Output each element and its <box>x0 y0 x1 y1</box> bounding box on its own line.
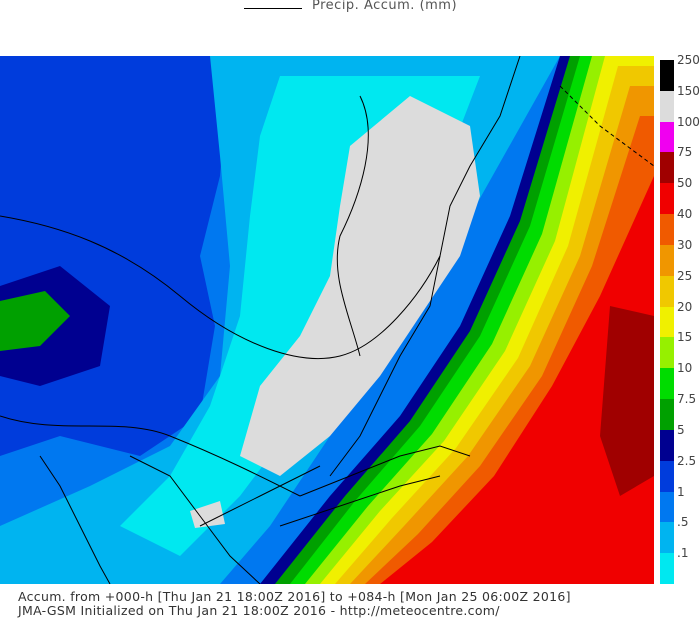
legend-label-20: 20 <box>677 299 693 314</box>
legend-swatch-30 <box>660 244 674 276</box>
map-field-75mm-patch <box>600 306 654 496</box>
legend-swatch-7.5 <box>660 399 674 430</box>
map-field-trace <box>240 96 480 476</box>
legend-label-.1: .1 <box>677 546 689 561</box>
legend-swatch-40 <box>660 214 674 245</box>
legend-swatch-25 <box>660 275 674 307</box>
map-offshore-boundary <box>559 85 654 167</box>
legend-label-150: 150 <box>677 83 700 98</box>
legend-swatch-100 <box>660 121 674 153</box>
legend-label-10: 10 <box>677 361 693 376</box>
legend-swatch-.5 <box>660 522 674 554</box>
map-field-50mm-band <box>380 176 654 584</box>
legend-swatch-5 <box>660 429 674 461</box>
legend-label-15: 15 <box>677 330 693 345</box>
legend-label-40: 40 <box>677 207 693 222</box>
map-canvas <box>0 56 654 584</box>
color-scale-legend: .1 .5 1 2.5 5 7.5 10 15 20 25 30 40 50 75 100 150 250 <box>660 53 700 584</box>
legend-label-1: 1 <box>677 484 685 499</box>
map-borders <box>0 56 521 584</box>
legend-label-30: 30 <box>677 237 693 252</box>
legend-label-50: 50 <box>677 176 693 191</box>
legend-swatch-1 <box>660 491 674 523</box>
chart-title: Precip. Accum. (mm) <box>244 0 544 18</box>
legend-label-75: 75 <box>677 145 693 160</box>
map-field-2.5mm-west <box>0 56 230 456</box>
legend-label-7.5: 7.5 <box>677 392 697 407</box>
legend-swatch-2.5 <box>660 460 674 492</box>
legend-line-sample <box>244 8 302 9</box>
chart-title-text: Precip. Accum. (mm) <box>312 0 458 13</box>
legend-label-100: 100 <box>677 114 700 129</box>
legend-swatch-.1 <box>660 553 674 584</box>
legend-swatch-250 <box>660 60 674 91</box>
legend-label-5: 5 <box>677 422 685 437</box>
legend-swatch-75 <box>660 152 674 184</box>
legend-label-25: 25 <box>677 268 693 283</box>
legend-swatch-20 <box>660 306 674 338</box>
precipitation-map <box>0 56 654 584</box>
legend-swatch-150 <box>660 90 674 122</box>
legend-label-2.5: 2.5 <box>677 453 697 468</box>
legend-swatch-50 <box>660 183 674 215</box>
map-field-trace-patch <box>190 501 225 528</box>
legend-label-.5: .5 <box>677 515 689 530</box>
map-field-7.5mm-west <box>0 291 70 351</box>
footer-accumulation-period: Accum. from +000-h [Thu Jan 21 18:00Z 20… <box>18 589 571 604</box>
legend-swatch-10 <box>660 368 674 400</box>
legend-swatch-15 <box>660 337 674 369</box>
footer-model-info: JMA-GSM Initialized on Thu Jan 21 18:00Z… <box>18 603 500 618</box>
legend-label-250: 250 <box>677 53 700 67</box>
